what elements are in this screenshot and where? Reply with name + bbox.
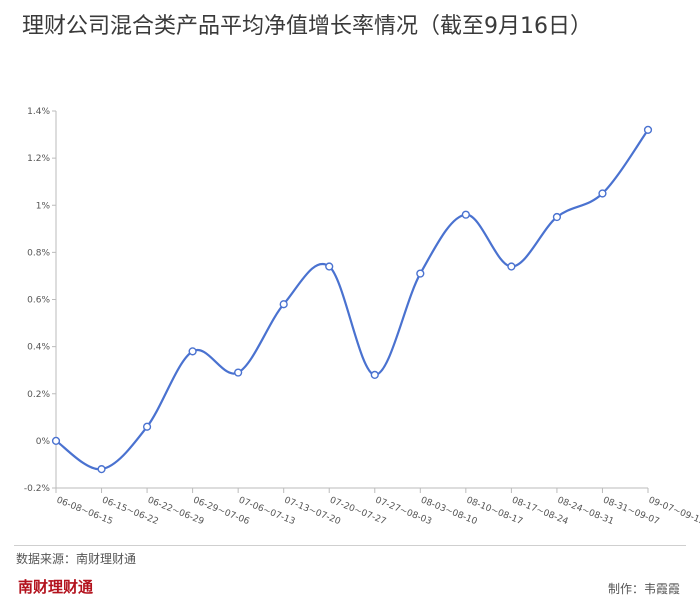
data-source: 数据来源：南财理财通 bbox=[16, 552, 137, 566]
y-tick-label: 0.2% bbox=[27, 390, 50, 400]
data-point bbox=[279, 300, 288, 309]
data-point bbox=[325, 262, 334, 271]
line-chart: -0.2%0%0.2%0.4%0.6%0.8%1%1.2%1.4%06-08~0… bbox=[24, 107, 700, 527]
y-tick-label: 1.4% bbox=[27, 107, 50, 117]
data-point bbox=[234, 368, 243, 377]
author-credit: 制作：韦霞霞 bbox=[607, 582, 680, 596]
data-point bbox=[643, 125, 653, 134]
y-tick-label: 0% bbox=[36, 437, 51, 447]
data-point bbox=[370, 370, 379, 380]
page-title: 理财公司混合类产品平均净值增长率情况（截至9月16日） bbox=[22, 14, 592, 39]
y-tick-label: 1% bbox=[36, 201, 51, 211]
y-tick-label: -0.2% bbox=[24, 484, 51, 494]
data-point bbox=[552, 212, 562, 222]
y-tick-label: 1.2% bbox=[27, 154, 50, 164]
source-divider bbox=[14, 545, 686, 546]
series-line bbox=[55, 129, 649, 471]
data-point bbox=[416, 269, 425, 278]
data-point bbox=[97, 465, 106, 474]
y-tick-label: 0.4% bbox=[27, 343, 50, 353]
data-point bbox=[51, 436, 61, 445]
data-point bbox=[598, 189, 607, 198]
brand-logo: 南财理财通 bbox=[18, 578, 94, 596]
data-point bbox=[507, 262, 516, 271]
data-point bbox=[461, 210, 470, 219]
y-tick-label: 0.6% bbox=[27, 296, 50, 306]
y-tick-label: 0.8% bbox=[27, 248, 50, 258]
data-point bbox=[188, 347, 197, 356]
data-point bbox=[142, 422, 152, 431]
